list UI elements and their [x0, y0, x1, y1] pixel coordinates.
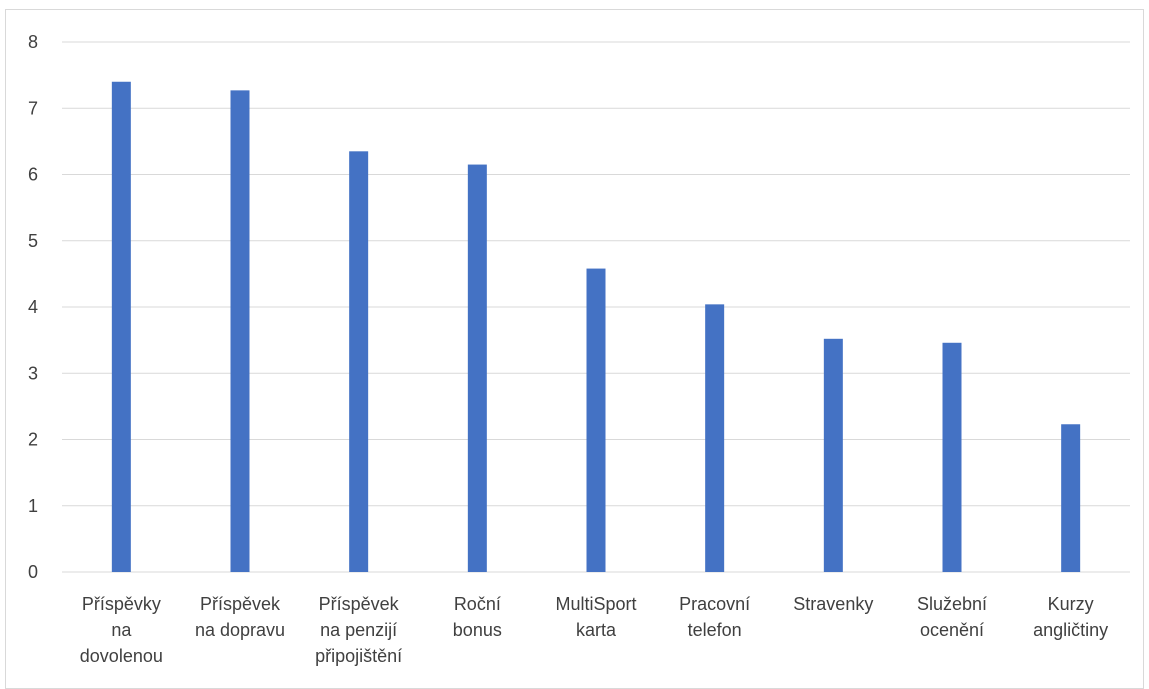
x-category-label: Stravenky [793, 594, 873, 614]
y-tick-label: 5 [28, 231, 38, 251]
bar [467, 164, 487, 572]
bar [586, 268, 606, 572]
y-axis-tick-labels: 0 1 2 3 4 5 6 7 8 [28, 32, 38, 582]
bar [705, 304, 725, 572]
x-category-label: Příspěvek na dopravu [195, 594, 285, 640]
bar [349, 151, 369, 572]
x-category-label: Příspěvek na penzijí připojištění [315, 594, 402, 666]
x-category-label: Roční bonus [453, 594, 502, 640]
x-category-label-line: karta [576, 620, 617, 640]
x-category-label-line: ocenění [920, 620, 984, 640]
x-category-label: Kurzy angličtiny [1033, 594, 1108, 640]
x-category-label-line: angličtiny [1033, 620, 1108, 640]
x-category-label-line: na penzijí [320, 620, 397, 640]
y-tick-label: 0 [28, 562, 38, 582]
x-category-label-line: Pracovní [679, 594, 750, 614]
y-tick-label: 1 [28, 496, 38, 516]
x-category-label-line: Příspěvek [200, 594, 281, 614]
x-category-label: Pracovní telefon [679, 594, 750, 640]
y-tick-label: 7 [28, 98, 38, 118]
x-category-label-line: na dopravu [195, 620, 285, 640]
bar [1061, 424, 1081, 572]
bar [942, 342, 962, 572]
x-category-label-line: telefon [688, 620, 742, 640]
x-category-label-line: na [111, 620, 132, 640]
y-tick-label: 4 [28, 297, 38, 317]
bar [230, 90, 250, 573]
x-category-label-line: připojištění [315, 646, 402, 666]
y-tick-label: 2 [28, 430, 38, 450]
x-category-label-line: Kurzy [1048, 594, 1094, 614]
bars [111, 81, 1081, 573]
bar [823, 338, 843, 572]
x-category-label-line: Služební [917, 594, 987, 614]
bar [111, 81, 131, 572]
x-category-label: MultiSport karta [555, 594, 636, 640]
x-category-label-line: dovolenou [80, 646, 163, 666]
y-tick-label: 8 [28, 32, 38, 52]
y-tick-label: 3 [28, 363, 38, 383]
y-tick-label: 6 [28, 165, 38, 185]
x-category-label-line: Příspěvek [319, 594, 400, 614]
x-category-label: Služební ocenění [917, 594, 987, 640]
x-category-label-line: Příspěvky [82, 594, 161, 614]
x-category-label-line: Roční [454, 594, 501, 614]
x-category-label: Příspěvky na dovolenou [80, 594, 163, 666]
x-category-label-line: Stravenky [793, 594, 873, 614]
x-category-label-line: bonus [453, 620, 502, 640]
x-category-label-line: MultiSport [555, 594, 636, 614]
